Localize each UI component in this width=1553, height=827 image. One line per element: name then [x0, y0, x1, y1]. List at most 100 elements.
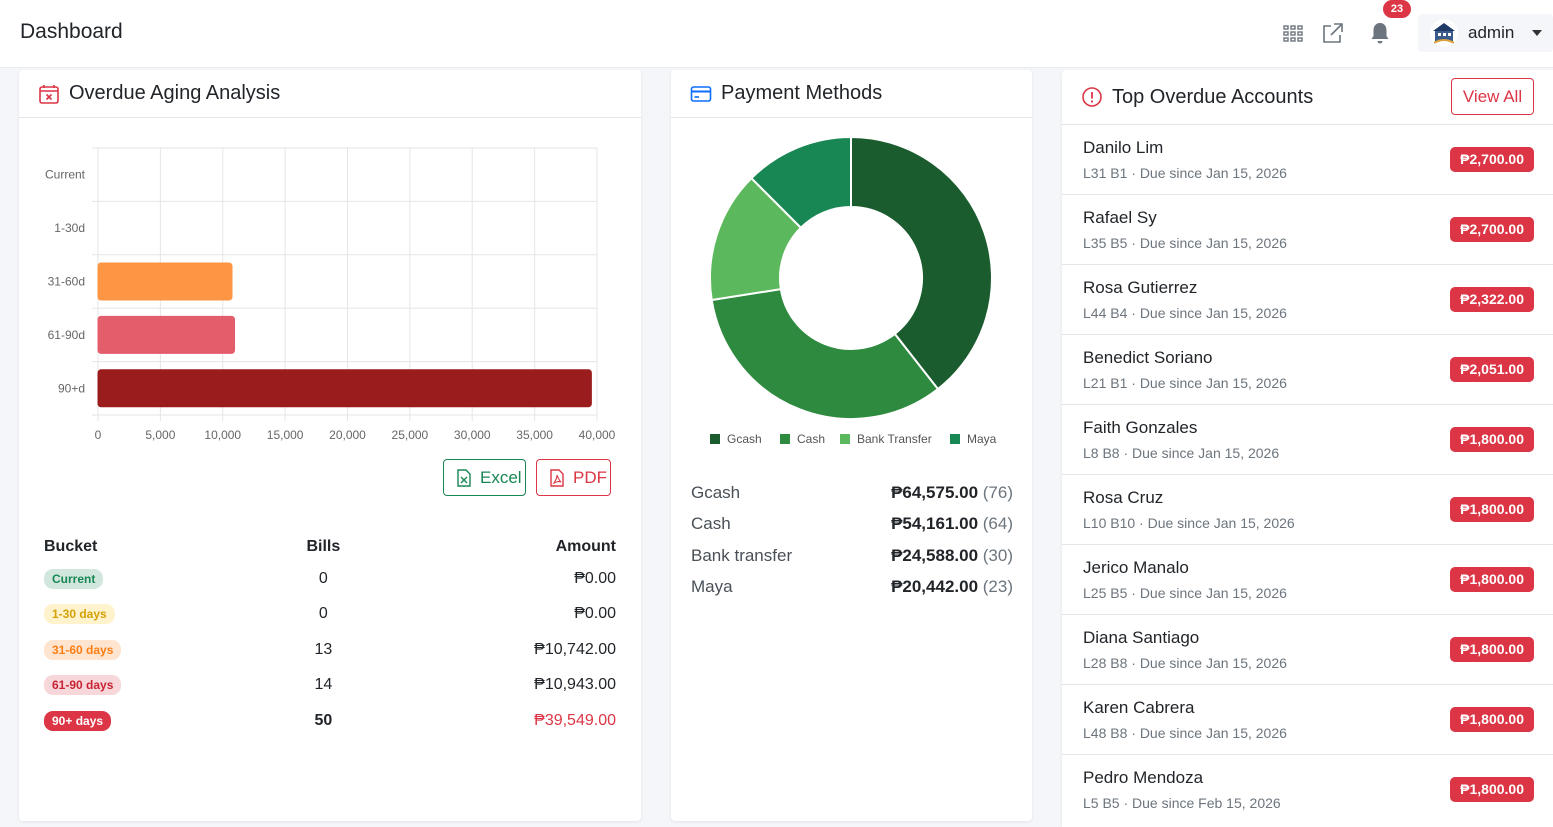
amount-badge: ₱2,322.00 [1450, 287, 1534, 312]
payment-method-name: Cash [691, 514, 731, 534]
list-item[interactable]: Rosa Gutierrez L44 B4 · Due since Jan 15… [1062, 264, 1553, 334]
bills-cell: 14 [314, 676, 333, 694]
payment-method-amount: ₱64,575.00 [891, 483, 979, 502]
amount-badge: ₱2,700.00 [1450, 217, 1534, 242]
amount-badge: ₱2,700.00 [1450, 147, 1534, 172]
legend-label: Bank Transfer [857, 432, 932, 446]
payment-method-name: Gcash [691, 483, 741, 502]
amount-cell: ₱10,943.00 [534, 676, 616, 694]
list-item[interactable]: Pedro Mendoza L5 B5 · Due since Feb 15, … [1062, 754, 1553, 824]
account-details: L25 B5 · Due since Jan 15, 2026 [1083, 585, 1287, 601]
overdue-card-header: Top Overdue Accounts View All [1062, 70, 1553, 124]
x-tick-label: 30,000 [454, 428, 491, 442]
payment-card-title: Payment Methods [721, 82, 883, 104]
notification-bell-icon[interactable] [1367, 20, 1393, 46]
list-item: Cash ₱54,161.00 (64) [691, 511, 1013, 542]
aging-table-header: Bucket Bills Amount [44, 533, 616, 561]
excel-label: Excel [480, 468, 522, 487]
y-tick-label: Current [45, 168, 86, 182]
account-name: Diana Santiago [1083, 628, 1200, 647]
list-item[interactable]: Danilo Lim L31 B1 · Due since Jan 15, 20… [1062, 124, 1553, 194]
legend-swatch [840, 434, 850, 444]
payment-method-name: Bank transfer [691, 545, 793, 565]
bills-cell: 0 [318, 605, 328, 623]
list-item: Bank transfer ₱24,588.00 (30) [691, 543, 1013, 574]
top-overdue-card: Top Overdue Accounts View All Danilo Lim… [1062, 70, 1553, 827]
payment-method-amount: ₱20,442.00 [891, 576, 979, 596]
column-header-bucket: Bucket [44, 538, 98, 555]
account-name: Benedict Soriano [1083, 348, 1213, 367]
account-name: Karen Cabrera [1083, 698, 1195, 717]
amount-badge: ₱1,800.00 [1450, 567, 1534, 592]
account-name: Pedro Mendoza [1083, 768, 1204, 787]
aging-table: Bucket Bills Amount Current 0 ₱0.00 1-30… [44, 533, 616, 739]
user-name: admin [1468, 23, 1515, 42]
y-tick-label: 90+d [58, 381, 85, 395]
x-tick-label: 15,000 [267, 428, 304, 442]
list-item[interactable]: Diana Santiago L28 B8 · Due since Jan 15… [1062, 614, 1553, 684]
payment-method-list: Gcash ₱64,575.00 (76) Cash ₱54,161.00 (6… [691, 480, 1013, 605]
list-item[interactable]: Benedict Soriano L21 B1 · Due since Jan … [1062, 334, 1553, 404]
list-item[interactable]: Rafael Sy L35 B5 · Due since Jan 15, 202… [1062, 194, 1553, 264]
account-name: Rosa Cruz [1083, 488, 1164, 507]
amount-badge: ₱1,800.00 [1450, 637, 1534, 662]
user-menu[interactable]: admin [1418, 14, 1553, 52]
bar [97, 315, 236, 354]
pie-slice [710, 287, 940, 420]
amount-badge: ₱1,800.00 [1450, 427, 1534, 452]
list-item[interactable]: Rosa Cruz L10 B10 · Due since Jan 15, 20… [1062, 474, 1553, 544]
list-item: Maya ₱20,442.00 (23) [691, 574, 1013, 605]
account-details: L31 B1 · Due since Jan 15, 2026 [1083, 165, 1287, 181]
account-name: Faith Gonzales [1083, 418, 1198, 437]
payment-method-count: (30) [982, 545, 1013, 565]
account-details: L44 B4 · Due since Jan 15, 2026 [1083, 305, 1287, 321]
top-navbar: Dashboard 23 [0, 0, 1553, 68]
bar [97, 262, 233, 301]
payment-method-count: (76) [982, 483, 1013, 502]
pdf-file-icon [550, 469, 564, 487]
x-tick-label: 40,000 [579, 428, 616, 442]
account-name: Rosa Gutierrez [1083, 278, 1198, 297]
x-tick-label: 20,000 [329, 428, 366, 442]
payment-methods-card: Payment Methods Gcash Cash Bank Transfer Ma… [671, 70, 1032, 821]
account-details: L35 B5 · Due since Jan 15, 2026 [1083, 235, 1287, 251]
view-all-button[interactable]: View All [1451, 78, 1534, 115]
bills-cell: 13 [314, 640, 333, 658]
amount-badge: ₱2,051.00 [1450, 357, 1534, 382]
amount-cell: ₱39,549.00 [534, 711, 616, 729]
legend-label: Cash [797, 432, 825, 446]
aging-card: Overdue Aging Analysis 0 5,000 10,000 15,00… [19, 70, 641, 821]
y-tick-label: 61-90d [48, 328, 85, 342]
amount-badge: ₱1,800.00 [1450, 777, 1534, 802]
list-item[interactable]: Faith Gonzales L8 B8 · Due since Jan 15,… [1062, 404, 1553, 474]
alert-circle-icon [1081, 86, 1103, 113]
y-tick-label: 1-30d [54, 221, 85, 235]
list-item: Gcash ₱64,575.00 (76) [691, 480, 1013, 511]
bucket-badge-current: Current [44, 568, 104, 589]
table-row: 1-30 days 0 ₱0.00 [44, 597, 616, 633]
account-details: L5 B5 · Due since Feb 15, 2026 [1083, 795, 1281, 811]
aging-card-title: Overdue Aging Analysis [69, 82, 281, 104]
notification-count-badge: 23 [1383, 0, 1411, 18]
aging-card-header: Overdue Aging Analysis [19, 70, 641, 118]
bucket-badge-61-90: 61-90 days [44, 675, 122, 696]
column-header-amount: Amount [555, 538, 616, 555]
x-tick-label: 5,000 [145, 428, 175, 442]
external-link-icon[interactable] [1320, 20, 1346, 46]
account-name: Jerico Manalo [1083, 558, 1189, 577]
table-row: 61-90 days 14 ₱10,943.00 [44, 668, 616, 704]
export-excel-button[interactable]: Excel [443, 459, 526, 496]
x-tick-label: 0 [95, 428, 102, 442]
account-name: Rafael Sy [1083, 208, 1157, 227]
payment-method-amount: ₱24,588.00 [891, 545, 979, 565]
bucket-badge-90-plus: 90+ days [44, 710, 112, 731]
list-item[interactable]: Jerico Manalo L25 B5 · Due since Jan 15,… [1062, 544, 1553, 614]
x-tick-label: 35,000 [516, 428, 553, 442]
apps-grid-icon[interactable] [1280, 20, 1306, 46]
legend-label: Gcash [727, 432, 762, 446]
amount-cell: ₱0.00 [574, 569, 616, 587]
export-pdf-button[interactable]: PDF [536, 459, 611, 496]
list-item[interactable]: Karen Cabrera L48 B8 · Due since Jan 15,… [1062, 684, 1553, 754]
excel-file-icon [457, 469, 471, 487]
bills-cell: 0 [318, 569, 328, 587]
